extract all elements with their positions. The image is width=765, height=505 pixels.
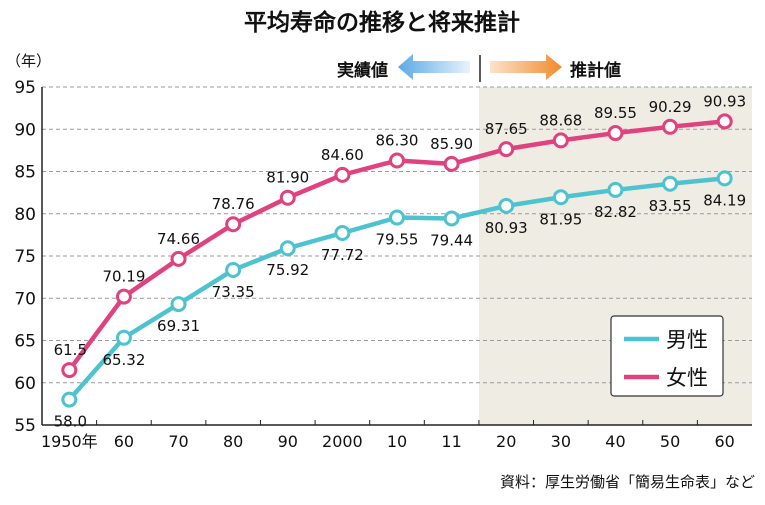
y-tick-label: 65 — [14, 332, 36, 352]
data-label: 89.55 — [594, 104, 637, 122]
data-label: 73.35 — [212, 283, 255, 301]
data-label: 84.60 — [321, 146, 364, 164]
y-tick-label: 85 — [14, 163, 36, 183]
data-point — [115, 288, 132, 305]
data-label: 58.0 — [54, 413, 87, 431]
legend-label-male: 男性 — [666, 328, 708, 352]
data-point — [607, 181, 624, 198]
data-labels: 58.0 65.32 69.31 73.35 75.92 77.72 79.55 79.44 8… — [54, 92, 747, 430]
data-point — [552, 189, 569, 206]
data-point — [334, 225, 351, 242]
x-tick-label: 60 — [715, 432, 735, 451]
data-point — [389, 209, 405, 226]
data-point — [662, 118, 679, 135]
data-point — [552, 132, 569, 149]
data-label: 80.93 — [485, 219, 528, 237]
x-tick-label: 80 — [223, 432, 243, 451]
y-tick-label: 75 — [14, 247, 36, 267]
x-tick-label: 11 — [441, 432, 461, 451]
region-header: 実績値 推計値 — [337, 54, 621, 82]
x-tick-label: 60 — [114, 432, 134, 451]
data-point — [716, 170, 733, 187]
x-tick-label: 50 — [660, 432, 680, 451]
actual-arrow-icon — [398, 54, 470, 80]
data-label: 70.19 — [102, 268, 145, 286]
data-point — [662, 175, 679, 192]
data-label: 77.72 — [321, 246, 364, 264]
x-tick-label: 90 — [278, 432, 298, 451]
source-note: 資料：厚生労働省「簡易生命表」など — [500, 473, 755, 491]
x-tick-label: 30 — [551, 432, 571, 451]
data-point — [225, 261, 242, 278]
data-label: 84.19 — [703, 191, 746, 209]
data-point — [334, 166, 351, 183]
data-point — [115, 329, 132, 346]
data-label: 65.32 — [102, 351, 145, 369]
data-point — [498, 141, 515, 158]
data-label: 81.95 — [539, 210, 582, 228]
legend-label-female: 女性 — [666, 366, 708, 390]
data-label: 88.68 — [539, 111, 582, 129]
data-label: 86.30 — [376, 132, 419, 150]
actual-value-label: 実績値 — [337, 60, 388, 81]
axis-tick-labels: 55 60 65 70 75 80 85 90 95 1950年 60 70 80 90 2000 10 11 2… — [14, 78, 735, 451]
y-tick-label: 70 — [14, 289, 36, 309]
y-tick-label: 55 — [14, 416, 36, 436]
data-point — [279, 189, 296, 206]
data-label: 78.76 — [212, 195, 255, 213]
data-point — [443, 155, 460, 172]
data-point — [170, 296, 187, 313]
data-point — [61, 362, 78, 379]
y-axis-unit-label: （年） — [6, 52, 51, 70]
projected-arrow-icon — [490, 54, 562, 80]
data-point — [225, 216, 242, 233]
data-label: 83.55 — [649, 197, 692, 215]
x-tick-label: 2000 — [322, 432, 363, 451]
data-label: 82.82 — [594, 203, 637, 221]
data-point — [498, 197, 515, 214]
x-tick-label: 70 — [168, 432, 188, 451]
projected-value-label: 推計値 — [570, 60, 621, 81]
data-point — [170, 250, 187, 267]
data-label: 79.44 — [430, 231, 473, 249]
data-label: 87.65 — [485, 120, 528, 138]
axes — [41, 87, 752, 426]
series-points — [61, 113, 733, 408]
x-tick-label: 10 — [387, 432, 407, 451]
data-label: 79.55 — [376, 231, 419, 249]
y-tick-label: 90 — [14, 120, 36, 140]
data-point — [443, 210, 460, 227]
data-label: 74.66 — [157, 230, 200, 248]
data-point — [716, 113, 733, 130]
data-label: 69.31 — [157, 317, 200, 335]
data-label: 81.90 — [266, 169, 309, 187]
x-tick-label: 40 — [605, 432, 625, 451]
data-label: 90.29 — [649, 98, 692, 116]
data-point — [279, 240, 296, 257]
data-label: 85.90 — [430, 135, 473, 153]
x-tick-label: 1950年 — [41, 432, 98, 451]
y-tick-label: 60 — [14, 374, 36, 394]
chart-title: 平均寿命の推移と将来推計 — [244, 9, 520, 36]
y-tick-label: 95 — [14, 78, 36, 98]
data-label: 90.93 — [703, 92, 746, 110]
data-point — [389, 152, 405, 169]
data-label: 61.5 — [54, 341, 87, 359]
data-point — [61, 391, 78, 408]
legend: 男性 女性 — [610, 315, 724, 397]
y-tick-label: 80 — [14, 205, 36, 225]
x-tick-label: 20 — [496, 432, 516, 451]
data-label: 75.92 — [266, 261, 309, 279]
data-point — [607, 125, 624, 142]
